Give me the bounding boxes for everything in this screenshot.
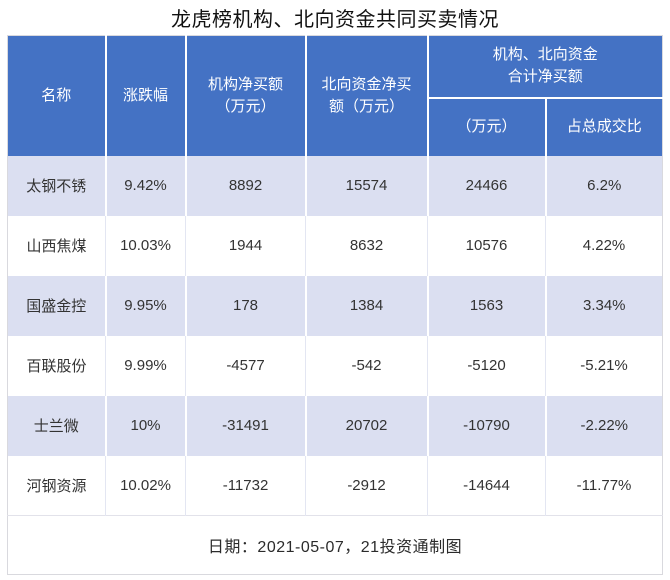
col-header-north-net: 北向资金净买 额（万元） <box>305 35 429 156</box>
cell-north-net: 20702 <box>305 395 429 456</box>
cell-north-net: 8632 <box>305 215 428 276</box>
cell-inst-net: 1944 <box>185 215 306 276</box>
cell-name: 国盛金控 <box>7 275 107 336</box>
cell-name: 士兰微 <box>7 395 107 456</box>
cell-change: 9.95% <box>105 275 187 336</box>
col-header-combined-amount: （万元） <box>427 97 547 156</box>
cell-inst-net: -4577 <box>185 335 306 396</box>
cell-name: 百联股份 <box>7 335 106 396</box>
table-footer: 日期：2021-05-07，21投资通制图 <box>7 515 663 575</box>
cell-inst-net: 8892 <box>185 155 307 216</box>
cell-combined-ratio: 3.34% <box>545 275 663 336</box>
cell-change: 10% <box>105 395 187 456</box>
cell-north-net: -542 <box>305 335 428 396</box>
cell-combined-amount: 24466 <box>427 155 547 216</box>
cell-change: 9.99% <box>105 335 186 396</box>
cell-combined-ratio: -5.21% <box>545 335 663 396</box>
header-row-sub: （万元） 占总成交比 <box>8 97 663 156</box>
cell-combined-ratio: -2.22% <box>545 395 663 456</box>
cell-combined-amount: 10576 <box>427 215 546 276</box>
cell-combined-amount: 1563 <box>427 275 547 336</box>
cell-combined-ratio: -11.77% <box>545 455 663 516</box>
cell-name: 太钢不锈 <box>7 155 107 216</box>
cell-inst-net: 178 <box>185 275 307 336</box>
table-row: 士兰微 10% -31491 20702 -10790 -2.22% <box>7 395 663 456</box>
table-row: 山西焦煤 10.03% 1944 8632 10576 4.22% <box>7 215 663 276</box>
cell-change: 10.03% <box>105 215 186 276</box>
title-bar: 龙虎榜机构、北向资金共同买卖情况 <box>0 0 670 35</box>
table-body: 太钢不锈 9.42% 8892 15574 24466 6.2% 山西焦煤 10… <box>7 155 663 516</box>
cell-north-net: -2912 <box>305 455 428 516</box>
col-header-combined-group: 机构、北向资金 合计净买额 <box>427 35 663 99</box>
col-header-change: 涨跌幅 <box>105 35 187 156</box>
dragon-tiger-table: 名称 涨跌幅 机构净买额 （万元） 北向资金净买 额（万元） 机构、北向资金 合… <box>7 35 664 575</box>
table-row: 太钢不锈 9.42% 8892 15574 24466 6.2% <box>7 155 663 216</box>
footer-row: 日期：2021-05-07，21投资通制图 <box>7 515 663 575</box>
cell-inst-net: -11732 <box>185 455 306 516</box>
page-title: 龙虎榜机构、北向资金共同买卖情况 <box>171 9 499 31</box>
cell-combined-amount: -5120 <box>427 335 546 396</box>
cell-name: 山西焦煤 <box>7 215 106 276</box>
cell-north-net: 1384 <box>305 275 429 336</box>
cell-north-net: 15574 <box>305 155 429 216</box>
cell-combined-amount: -10790 <box>427 395 547 456</box>
table-row: 百联股份 9.99% -4577 -542 -5120 -5.21% <box>7 335 663 396</box>
cell-change: 9.42% <box>105 155 187 216</box>
source-note: 日期：2021-05-07，21投资通制图 <box>7 515 663 575</box>
col-header-inst-net: 机构净买额 （万元） <box>185 35 307 156</box>
header-row-top: 名称 涨跌幅 机构净买额 （万元） 北向资金净买 额（万元） 机构、北向资金 合… <box>7 35 663 156</box>
col-header-combined-ratio: 占总成交比 <box>545 97 663 156</box>
cell-combined-ratio: 6.2% <box>545 155 663 216</box>
col-header-name: 名称 <box>7 35 107 156</box>
cell-inst-net: -31491 <box>185 395 307 456</box>
table-row: 国盛金控 9.95% 178 1384 1563 3.34% <box>7 275 663 336</box>
cell-combined-ratio: 4.22% <box>545 215 663 276</box>
cell-combined-amount: -14644 <box>427 455 546 516</box>
cell-change: 10.02% <box>105 455 186 516</box>
table-header: 名称 涨跌幅 机构净买额 （万元） 北向资金净买 额（万元） 机构、北向资金 合… <box>7 35 663 156</box>
table-row: 河钢资源 10.02% -11732 -2912 -14644 -11.77% <box>7 455 663 516</box>
cell-name: 河钢资源 <box>7 455 106 516</box>
